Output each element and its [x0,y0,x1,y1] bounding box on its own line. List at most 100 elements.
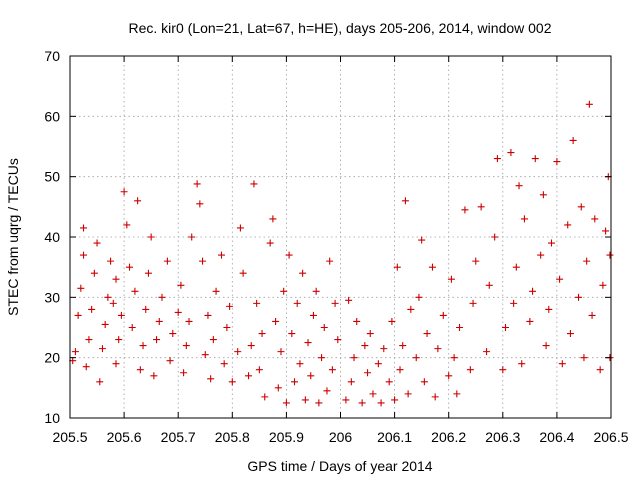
data-point [407,305,415,313]
data-point [163,257,171,265]
chart-title: Rec. kir0 (Lon=21, Lat=67, h=HE), days 2… [129,20,552,36]
data-point [117,311,125,319]
data-point [131,287,139,295]
data-point [301,396,309,404]
data-point [493,155,501,163]
data-point [71,348,79,356]
y-tick-label: 60 [44,108,60,124]
data-point [112,275,120,283]
data-point [469,299,477,307]
data-point [606,251,614,259]
data-point [542,342,550,350]
data-point [404,390,412,398]
data-point [209,336,217,344]
data-point [199,257,207,265]
data-point [537,251,545,259]
data-point [147,233,155,241]
data-point [293,299,301,307]
data-point [499,366,507,374]
x-tick-label: 205.9 [269,429,304,445]
data-point [518,360,526,368]
data-point [258,330,266,338]
data-point [153,336,161,344]
data-point [250,180,258,188]
y-axis-label: STEC from uqrg / TECUs [5,158,21,316]
data-point [450,354,458,362]
data-point [391,396,399,404]
x-tick-label: 206.2 [431,429,466,445]
data-point [142,305,150,313]
data-point [312,287,320,295]
data-point [545,305,553,313]
data-point [361,342,369,350]
data-point [385,378,393,386]
data-point [483,348,491,356]
data-point [234,348,242,356]
data-point [193,180,201,188]
data-point [580,354,588,362]
data-point [247,342,255,350]
data-point [217,251,225,259]
data-point [566,330,574,338]
data-point [320,324,328,331]
data-point [82,363,90,371]
data-point [466,366,474,374]
data-point [599,281,607,289]
data-point [291,378,299,386]
y-tick-label: 30 [44,289,60,305]
data-point [477,203,485,211]
data-point [377,399,385,407]
data-point [369,390,377,398]
data-point [88,305,96,313]
data-point [512,263,520,271]
data-point [428,263,436,271]
data-point [364,369,372,377]
data-point [577,203,585,211]
data-point [115,336,123,344]
data-point [575,293,583,301]
data-point [123,221,131,229]
data-point [591,215,599,223]
data-point [144,269,152,277]
data-point [196,200,204,208]
x-tick-label: 205.5 [52,429,87,445]
data-point [188,233,196,241]
x-tick-label: 206.3 [485,429,520,445]
data-point [101,320,109,328]
data-point [315,399,323,407]
data-point [174,308,182,316]
data-point [507,149,515,157]
data-point [299,269,307,277]
data-point [431,393,439,401]
data-point [529,287,537,295]
data-point [80,251,88,259]
data-point [139,342,147,350]
grid-lines [70,56,611,418]
data-point [204,311,212,319]
data-point [602,227,610,235]
data-point [412,354,420,362]
data-point [266,239,274,247]
data-point [472,257,480,265]
data-point [155,317,163,325]
data-point [274,384,282,392]
data-point [342,396,350,404]
x-tick-label: 206.1 [377,429,412,445]
data-point [423,330,431,338]
data-point [223,324,231,331]
y-tick-label: 20 [44,350,60,366]
data-point [401,197,409,205]
data-point [185,317,193,325]
data-point [445,372,453,380]
data-point [396,366,404,374]
data-point [77,284,85,292]
data-point [547,239,555,247]
data-point [418,236,426,244]
data-point [456,324,464,331]
data-point [226,302,234,310]
data-point [374,360,382,368]
data-point [74,311,82,319]
data-point [177,281,185,289]
